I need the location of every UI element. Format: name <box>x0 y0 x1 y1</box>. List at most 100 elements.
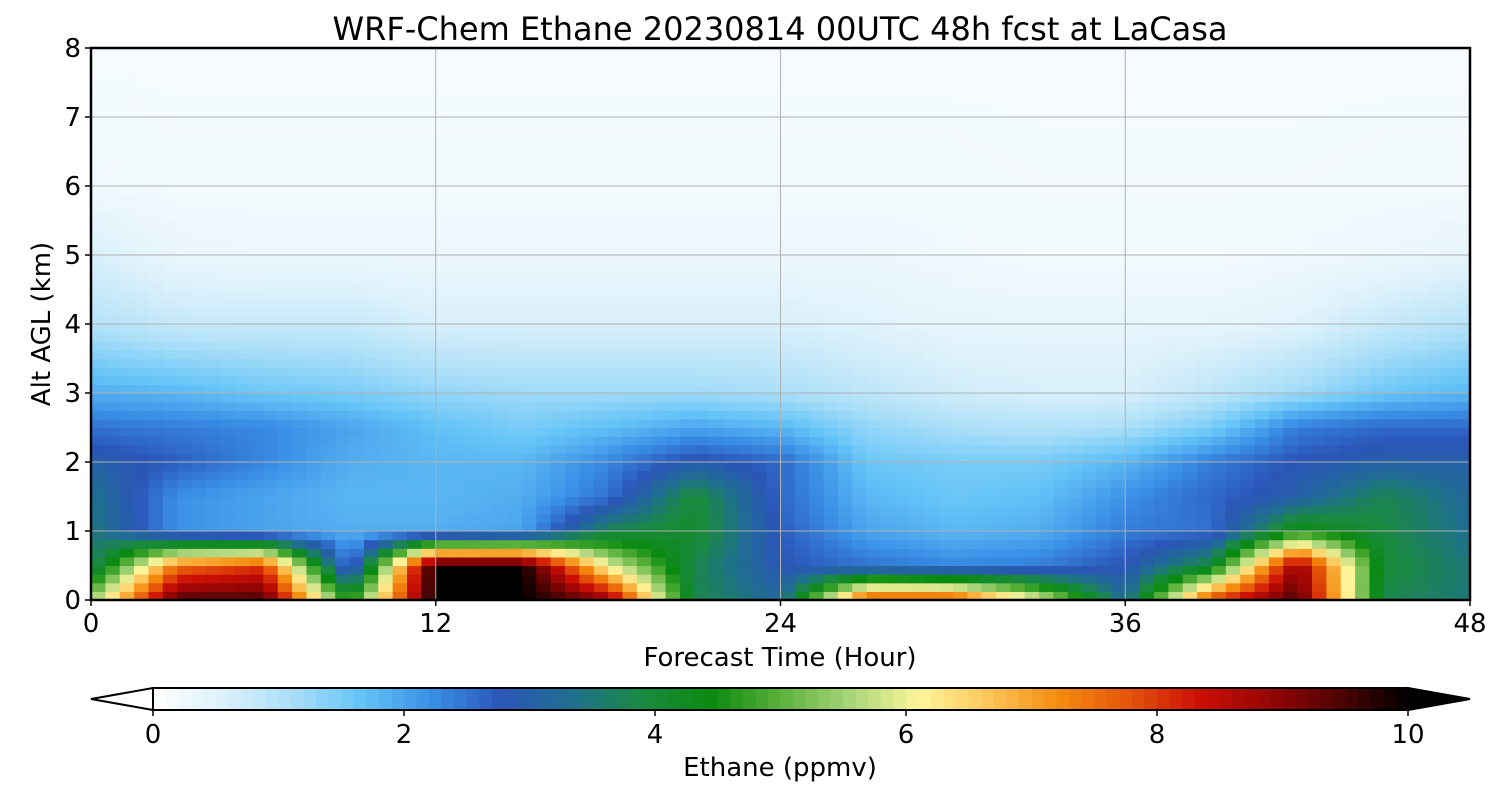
heatmap-cell <box>1369 349 1385 360</box>
heatmap-cell <box>967 479 983 489</box>
heatmap-cell <box>952 229 968 239</box>
heatmap-cell <box>320 427 336 437</box>
heatmap-cell <box>1197 341 1213 351</box>
heatmap-cell <box>1197 427 1213 437</box>
heatmap-cell <box>1225 574 1241 584</box>
heatmap-cell <box>1197 531 1213 541</box>
heatmap-cell <box>234 375 250 385</box>
heatmap-cell <box>938 298 954 308</box>
heatmap-cell <box>1197 479 1213 489</box>
heatmap-cell <box>407 298 422 308</box>
heatmap-cell <box>1398 358 1414 368</box>
heatmap-cell <box>378 246 394 256</box>
heatmap-cell <box>392 229 408 239</box>
heatmap-cell <box>823 203 839 213</box>
heatmap-cell <box>435 298 451 308</box>
heatmap-cell <box>1398 298 1414 308</box>
heatmap-cell <box>1240 151 1256 161</box>
heatmap-cell <box>1168 539 1184 549</box>
heatmap-cell <box>521 427 537 437</box>
heatmap-cell <box>1455 539 1470 549</box>
heatmap-cell <box>794 531 810 541</box>
heatmap-cell <box>1297 496 1313 506</box>
heatmap-cell <box>924 427 940 437</box>
heatmap-cell <box>191 229 207 239</box>
heatmap-cell <box>249 263 264 273</box>
heatmap-cell <box>306 384 322 394</box>
heatmap-cell <box>794 479 810 489</box>
heatmap-cell <box>1125 556 1141 567</box>
heatmap-cell <box>1110 358 1126 368</box>
heatmap-cell <box>1039 418 1055 429</box>
heatmap-cell <box>550 427 566 437</box>
heatmap-cell <box>478 229 494 239</box>
heatmap-cell <box>651 151 667 161</box>
heatmap-cell <box>335 194 351 204</box>
heatmap-cell <box>435 349 451 360</box>
heatmap-cell <box>119 591 135 600</box>
heatmap-cell <box>119 539 135 549</box>
heatmap-cell <box>1369 427 1385 437</box>
heatmap-cell <box>306 186 322 196</box>
heatmap-cell <box>751 229 767 239</box>
heatmap-cell <box>981 220 997 230</box>
heatmap-cell <box>1197 582 1213 592</box>
heatmap-cell <box>593 513 609 523</box>
heatmap-cell <box>407 272 422 282</box>
heatmap-cell <box>1110 237 1126 247</box>
heatmap-cell <box>421 487 437 498</box>
heatmap-cell <box>579 522 595 532</box>
heatmap-cell <box>952 479 968 489</box>
heatmap-cell <box>464 393 480 403</box>
heatmap-cell <box>1182 229 1198 239</box>
heatmap-cell <box>1053 332 1069 342</box>
heatmap-cell <box>550 444 566 454</box>
heatmap-cell <box>1153 237 1169 247</box>
heatmap-cell <box>363 375 379 385</box>
heatmap-cell <box>378 220 394 230</box>
heatmap-cell <box>1398 418 1414 429</box>
heatmap-cell <box>780 341 796 351</box>
heatmap-cell <box>1426 410 1442 420</box>
heatmap-cell <box>536 229 552 239</box>
heatmap-cell <box>780 237 796 247</box>
heatmap-cell <box>723 444 739 454</box>
heatmap-cell <box>995 203 1011 213</box>
heatmap-cell <box>1125 349 1141 360</box>
heatmap-cell <box>1311 505 1327 515</box>
heatmap-cell <box>1024 427 1040 437</box>
heatmap-cell <box>565 410 580 420</box>
heatmap-cell <box>895 298 911 308</box>
heatmap-cell <box>679 229 695 239</box>
heatmap-cell <box>478 349 494 360</box>
heatmap-cell <box>91 496 106 506</box>
heatmap-cell <box>249 505 264 515</box>
heatmap-cell <box>866 280 882 291</box>
heatmap-cell <box>1326 272 1342 282</box>
heatmap-cell <box>306 367 322 377</box>
heatmap-cell <box>766 280 782 291</box>
heatmap-cell <box>1326 591 1342 600</box>
heatmap-cell <box>320 229 336 239</box>
heatmap-cell <box>249 470 264 480</box>
heatmap-cell <box>91 324 106 334</box>
heatmap-cell <box>91 289 106 299</box>
heatmap-cell <box>794 177 810 187</box>
heatmap-cell <box>205 263 221 273</box>
heatmap-cell <box>751 401 767 411</box>
heatmap-cell <box>234 341 250 351</box>
heatmap-cell <box>1024 367 1040 377</box>
heatmap-cell <box>866 160 882 170</box>
heatmap-cell <box>292 177 308 187</box>
heatmap-cell <box>478 203 494 213</box>
heatmap-cell <box>134 479 150 489</box>
heatmap-cell <box>177 574 193 584</box>
heatmap-cell <box>1340 487 1356 498</box>
heatmap-cell <box>191 531 207 541</box>
heatmap-cell <box>1326 177 1342 187</box>
heatmap-cell <box>593 341 609 351</box>
heatmap-cell <box>1182 479 1198 489</box>
heatmap-cell <box>1067 539 1083 549</box>
heatmap-cell <box>967 393 983 403</box>
heatmap-cell <box>536 220 552 230</box>
